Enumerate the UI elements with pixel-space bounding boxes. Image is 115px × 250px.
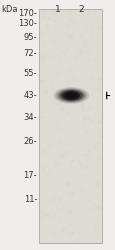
Ellipse shape <box>60 90 82 101</box>
Text: 26-: 26- <box>23 137 37 146</box>
Text: 11-: 11- <box>23 196 37 204</box>
Text: 95-: 95- <box>23 33 37 42</box>
Ellipse shape <box>53 87 89 104</box>
Ellipse shape <box>67 93 75 98</box>
Text: 17-: 17- <box>23 170 37 179</box>
Text: 170-: 170- <box>18 9 37 18</box>
Ellipse shape <box>55 88 86 103</box>
Ellipse shape <box>57 89 84 102</box>
Text: 43-: 43- <box>23 91 37 100</box>
Text: 72-: 72- <box>23 49 37 58</box>
Text: 55-: 55- <box>23 69 37 78</box>
Text: 1: 1 <box>55 4 60 14</box>
Text: kDa: kDa <box>1 4 17 14</box>
Text: 34-: 34- <box>23 113 37 122</box>
Text: 2: 2 <box>78 4 83 14</box>
Ellipse shape <box>62 91 79 100</box>
Bar <box>39 9 101 243</box>
Ellipse shape <box>64 92 77 99</box>
Text: 130-: 130- <box>18 19 37 28</box>
